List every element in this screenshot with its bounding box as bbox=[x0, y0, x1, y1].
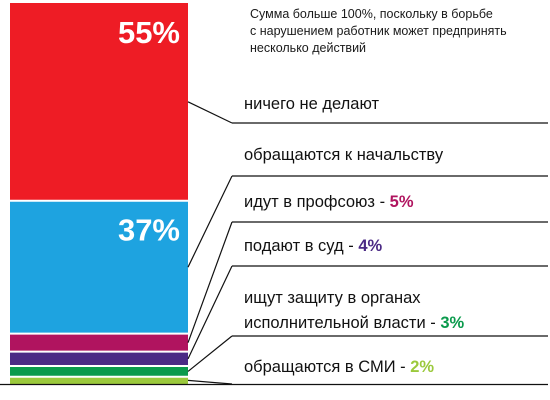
category-value-label: 4% bbox=[358, 237, 382, 255]
note-line: с нарушением работник может предпринять bbox=[250, 24, 507, 38]
leader-line bbox=[187, 221, 233, 343]
category-value-label: 2% bbox=[410, 358, 434, 376]
bar-segment bbox=[10, 3, 188, 201]
note-line: несколько действий bbox=[250, 41, 367, 55]
leader-line bbox=[187, 265, 233, 360]
chart-note: Сумма больше 100%, поскольку в борьбе с … bbox=[250, 6, 540, 57]
bar-segment bbox=[10, 200, 188, 334]
category-label: ищут защиту в органах bbox=[244, 289, 421, 307]
bar-segment bbox=[10, 351, 188, 367]
bar-value-label: 37% bbox=[118, 213, 180, 248]
leader-line bbox=[187, 335, 233, 372]
category-label: идут в профсоюз - 5% bbox=[244, 193, 414, 211]
category-label: обращаются в СМИ - 2% bbox=[244, 358, 434, 376]
leader-line bbox=[187, 175, 233, 268]
bar-segment bbox=[10, 376, 188, 384]
bar-segment bbox=[10, 366, 188, 377]
category-value-label: 3% bbox=[440, 314, 464, 332]
leader-line bbox=[187, 379, 233, 385]
category-label: подают в суд - 4% bbox=[244, 237, 382, 255]
category-value-label: 5% bbox=[390, 193, 414, 211]
category-label: исполнительной власти - 3% bbox=[244, 314, 465, 332]
bar-value-label: 55% bbox=[118, 15, 180, 50]
bar-segment bbox=[10, 333, 188, 352]
leader-line bbox=[187, 101, 233, 124]
category-label: ничего не делают bbox=[244, 95, 379, 113]
category-label: обращаются к начальству bbox=[244, 146, 444, 164]
note-line: Сумма больше 100%, поскольку в борьбе bbox=[250, 7, 493, 21]
